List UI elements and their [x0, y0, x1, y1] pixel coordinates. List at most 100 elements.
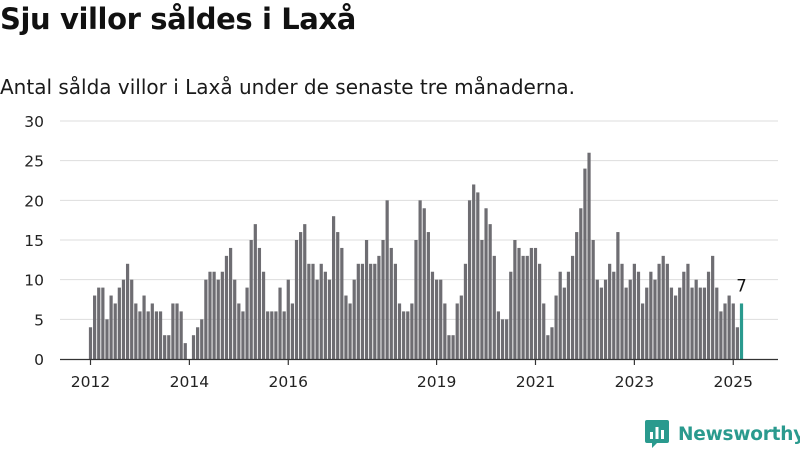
bar	[430, 271, 435, 359]
bar	[385, 200, 389, 359]
bar	[278, 287, 282, 359]
bar	[451, 335, 455, 359]
bar	[624, 287, 628, 359]
bar	[402, 311, 406, 359]
bar	[150, 303, 154, 359]
y-tick-label: 5	[34, 311, 44, 329]
bar	[550, 327, 554, 359]
bar	[418, 200, 422, 359]
bar	[608, 263, 612, 359]
bar	[410, 303, 414, 359]
bar	[459, 295, 463, 359]
bar	[294, 240, 299, 359]
bar	[331, 216, 336, 359]
bar	[690, 287, 694, 359]
x-tick-label: 2023	[615, 373, 654, 391]
data-labels: 7	[736, 276, 747, 295]
y-tick-label: 30	[24, 113, 44, 131]
x-tick-label: 2019	[417, 373, 456, 391]
bar	[529, 247, 533, 359]
bar	[702, 287, 707, 359]
bar	[492, 255, 496, 359]
bar	[228, 247, 233, 359]
bar	[307, 263, 311, 359]
bar	[632, 263, 636, 359]
bar	[426, 232, 430, 359]
bar	[463, 263, 468, 359]
bar	[620, 263, 624, 359]
bar	[134, 303, 138, 359]
y-tick-label: 25	[24, 153, 44, 171]
y-tick-label: 10	[24, 272, 44, 290]
bar	[327, 279, 332, 359]
bar	[303, 224, 307, 359]
bar	[138, 311, 142, 359]
bar	[447, 335, 451, 359]
bar	[591, 240, 595, 359]
bar	[356, 263, 360, 359]
bar	[381, 240, 385, 359]
bar	[414, 240, 418, 359]
bar	[171, 303, 175, 359]
bar	[434, 279, 439, 359]
bar	[554, 295, 558, 359]
bar	[480, 240, 484, 359]
bar	[191, 335, 196, 359]
bar	[476, 192, 480, 359]
bar	[175, 303, 179, 359]
bar	[472, 184, 476, 359]
bar	[698, 287, 702, 359]
bar	[686, 263, 690, 359]
bar	[636, 271, 641, 359]
bar	[496, 311, 501, 359]
bar	[245, 287, 249, 359]
bar	[158, 311, 163, 359]
bar	[570, 255, 575, 359]
bar	[422, 208, 426, 359]
newsworthy-brand[interactable]: Newsworthy	[644, 419, 800, 449]
bar	[439, 279, 443, 359]
bar	[146, 311, 150, 359]
bar	[237, 303, 241, 359]
bar	[200, 319, 204, 359]
bar	[583, 168, 587, 359]
bar	[628, 279, 632, 359]
x-tick-label: 2025	[714, 373, 753, 391]
bar	[241, 311, 245, 359]
bar	[299, 232, 303, 359]
bar	[352, 279, 356, 359]
bar	[694, 279, 698, 359]
bar	[682, 271, 686, 359]
bar	[125, 263, 130, 359]
bar	[348, 303, 352, 359]
bar	[542, 303, 546, 359]
bar	[88, 327, 93, 359]
bar	[270, 311, 274, 359]
y-tick-label: 20	[24, 192, 44, 210]
bar	[261, 271, 266, 359]
bar	[167, 335, 171, 359]
bar	[500, 319, 505, 359]
bar	[105, 319, 109, 359]
bar	[121, 279, 126, 359]
bar	[336, 232, 340, 359]
bar	[286, 279, 290, 359]
bar	[109, 295, 113, 359]
last-value-label: 7	[736, 276, 747, 295]
x-tick-label: 2014	[170, 373, 209, 391]
bar	[443, 303, 447, 359]
bar	[397, 303, 402, 359]
bar	[603, 279, 608, 359]
bar	[319, 263, 323, 359]
bar	[274, 311, 278, 359]
bar	[517, 247, 521, 359]
bar	[711, 255, 715, 359]
bar	[282, 311, 286, 359]
x-axis: 2012 2014 2016 2019 2021 2023 2025	[60, 358, 778, 391]
bar	[649, 271, 653, 359]
bar	[340, 247, 344, 359]
bar	[562, 287, 566, 359]
bar	[377, 255, 381, 359]
bar	[113, 303, 117, 359]
bar	[249, 240, 253, 359]
